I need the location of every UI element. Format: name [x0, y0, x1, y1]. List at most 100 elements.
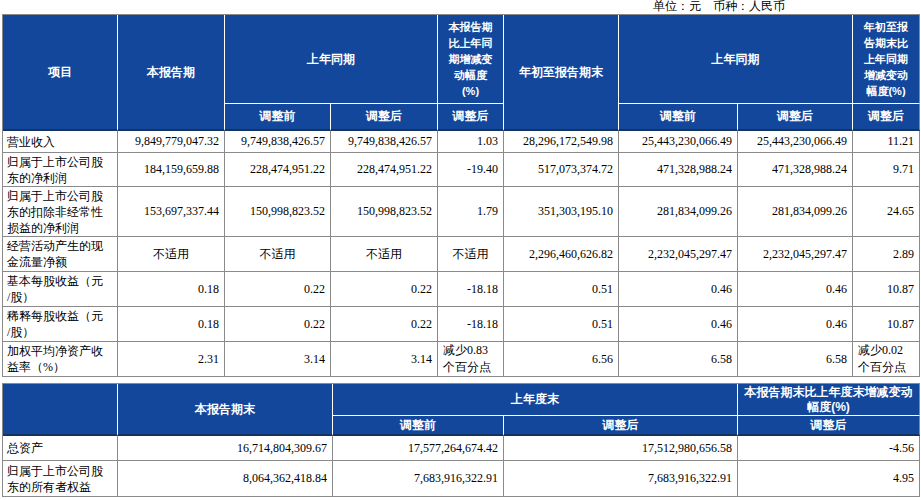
table-row: 归属于上市公司股 东的扣除非经常性 损益的净利润 153,697,337.44 …	[3, 187, 920, 237]
value-cell: 2.89	[853, 237, 920, 272]
col-header-blank	[3, 384, 118, 436]
value-cell: 9,749,838,426.57	[225, 131, 331, 153]
value-cell: 0.22	[331, 272, 438, 307]
value-cell: 不适用	[225, 237, 331, 272]
row-label: 归属于上市公司股 东的扣除非经常性 损益的净利润	[3, 187, 118, 237]
row-label: 归属于上市公司股 东的净利润	[3, 153, 118, 187]
col-subheader-after-adjust: 调整后	[331, 104, 438, 131]
value-cell: 7,683,916,322.91	[504, 461, 738, 497]
col-subheader-after-adjust: 调整后	[738, 104, 853, 131]
col-header-current-period-end: 本报告期末	[118, 384, 333, 436]
value-cell: 10.87	[853, 307, 920, 342]
value-cell: 0.22	[331, 307, 438, 342]
value-cell: 281,834,099.26	[738, 187, 853, 237]
value-cell: 3.14	[225, 342, 331, 377]
col-subheader-before-adjust: 调整前	[619, 104, 738, 131]
row-label: 总资产	[3, 436, 118, 461]
value-cell: 2,232,045,297.47	[619, 237, 738, 272]
value-cell: -18.18	[438, 307, 504, 342]
value-cell: 0.51	[504, 307, 619, 342]
value-cell: 28,296,172,549.98	[504, 131, 619, 153]
row-label: 加权平均净资产收 益率（%）	[3, 342, 118, 377]
table-row: 稀释每股收益（元 /股） 0.18 0.22 0.22 -18.18 0.51 …	[3, 307, 920, 342]
value-cell: 0.46	[738, 307, 853, 342]
value-cell: 7,683,916,322.91	[333, 461, 504, 497]
main-kpi-table: 项目 本报告期 上年同期 本报告期 比上年同 期增减变 动幅度 (%) 年初至报…	[2, 14, 920, 377]
value-cell: 9,749,838,426.57	[331, 131, 438, 153]
unit-currency-label: 单位：元 币种：人民币	[0, 0, 921, 14]
table-row: 总资产 16,714,804,309.67 17,577,264,674.42 …	[3, 436, 920, 461]
value-cell: -18.18	[438, 272, 504, 307]
col-subheader-after-adjust: 调整后	[853, 104, 920, 131]
value-cell: 1.03	[438, 131, 504, 153]
value-cell: 150,998,823.52	[225, 187, 331, 237]
row-label: 稀释每股收益（元 /股）	[3, 307, 118, 342]
value-cell: 9,849,779,047.32	[118, 131, 225, 153]
value-cell: 471,328,988.24	[738, 153, 853, 187]
value-cell: 25,443,230,066.49	[738, 131, 853, 153]
value-cell: 0.46	[619, 307, 738, 342]
value-cell: 0.51	[504, 272, 619, 307]
value-cell: -19.40	[438, 153, 504, 187]
balance-table: 本报告期末 上年度末 本报告期末比上年度末增减变动 幅度(%) 调整前 调整后 …	[2, 383, 920, 497]
table-row: 归属于上市公司股 东的所有者权益 8,064,362,418.84 7,683,…	[3, 461, 920, 497]
value-cell: 0.18	[118, 272, 225, 307]
col-subheader-after-adjust: 调整后	[438, 104, 504, 131]
col-header-prior-year-period: 上年同期	[225, 15, 438, 104]
value-cell: 17,577,264,674.42	[333, 436, 504, 461]
value-cell: 9.71	[853, 153, 920, 187]
value-cell: 517,073,374.72	[504, 153, 619, 187]
value-cell: 228,474,951.22	[225, 153, 331, 187]
value-cell: 减少0.83 个百分点	[438, 342, 504, 377]
table-row: 归属于上市公司股 东的净利润 184,159,659.88 228,474,95…	[3, 153, 920, 187]
table-row: 营业收入 9,849,779,047.32 9,749,838,426.57 9…	[3, 131, 920, 153]
value-cell: 6.58	[619, 342, 738, 377]
value-cell: 184,159,659.88	[118, 153, 225, 187]
value-cell: -4.56	[738, 436, 920, 461]
table-row: 基本每股收益（元 /股） 0.18 0.22 0.22 -18.18 0.51 …	[3, 272, 920, 307]
value-cell: 2,232,045,297.47	[738, 237, 853, 272]
col-header-prior-year-ytd: 上年同期	[619, 15, 853, 104]
row-label: 经营活动产生的现 金流量净额	[3, 237, 118, 272]
value-cell: 10.87	[853, 272, 920, 307]
col-subheader-after-adjust: 调整后	[738, 416, 920, 436]
row-label: 归属于上市公司股 东的所有者权益	[3, 461, 118, 497]
header-row: 本报告期末 上年度末 本报告期末比上年度末增减变动 幅度(%)	[3, 384, 920, 416]
value-cell: 0.18	[118, 307, 225, 342]
header-row: 项目 本报告期 上年同期 本报告期 比上年同 期增减变 动幅度 (%) 年初至报…	[3, 15, 920, 104]
value-cell: 6.56	[504, 342, 619, 377]
value-cell: 24.65	[853, 187, 920, 237]
col-header-ytd: 年初至报告期末	[504, 15, 619, 131]
value-cell: 17,512,980,656.58	[504, 436, 738, 461]
value-cell: 4.95	[738, 461, 920, 497]
col-subheader-before-adjust: 调整前	[225, 104, 331, 131]
value-cell: 不适用	[331, 237, 438, 272]
row-label: 营业收入	[3, 131, 118, 153]
col-header-item: 项目	[3, 15, 118, 131]
value-cell: 471,328,988.24	[619, 153, 738, 187]
col-subheader-before-adjust: 调整前	[333, 416, 504, 436]
value-cell: 减少0.02 个百分点	[853, 342, 920, 377]
value-cell: 1.79	[438, 187, 504, 237]
value-cell: 0.22	[225, 272, 331, 307]
value-cell: 281,834,099.26	[619, 187, 738, 237]
col-subheader-after-adjust: 调整后	[504, 416, 738, 436]
value-cell: 不适用	[118, 237, 225, 272]
value-cell: 8,064,362,418.84	[118, 461, 333, 497]
table-row: 经营活动产生的现 金流量净额 不适用 不适用 不适用 不适用 2,296,460…	[3, 237, 920, 272]
col-header-current-period: 本报告期	[118, 15, 225, 131]
value-cell: 0.22	[225, 307, 331, 342]
value-cell: 3.14	[331, 342, 438, 377]
value-cell: 153,697,337.44	[118, 187, 225, 237]
value-cell: 6.58	[738, 342, 853, 377]
value-cell: 不适用	[438, 237, 504, 272]
col-header-prior-year-end: 上年度末	[333, 384, 738, 416]
value-cell: 2,296,460,626.82	[504, 237, 619, 272]
value-cell: 2.31	[118, 342, 225, 377]
col-header-ytd-change: 年初至报 告期末比 上年同期 增减变动 幅度(%)	[853, 15, 920, 104]
table-row: 加权平均净资产收 益率（%） 2.31 3.14 3.14 减少0.83 个百分…	[3, 342, 920, 377]
value-cell: 25,443,230,066.49	[619, 131, 738, 153]
value-cell: 351,303,195.10	[504, 187, 619, 237]
value-cell: 11.21	[853, 131, 920, 153]
value-cell: 228,474,951.22	[331, 153, 438, 187]
